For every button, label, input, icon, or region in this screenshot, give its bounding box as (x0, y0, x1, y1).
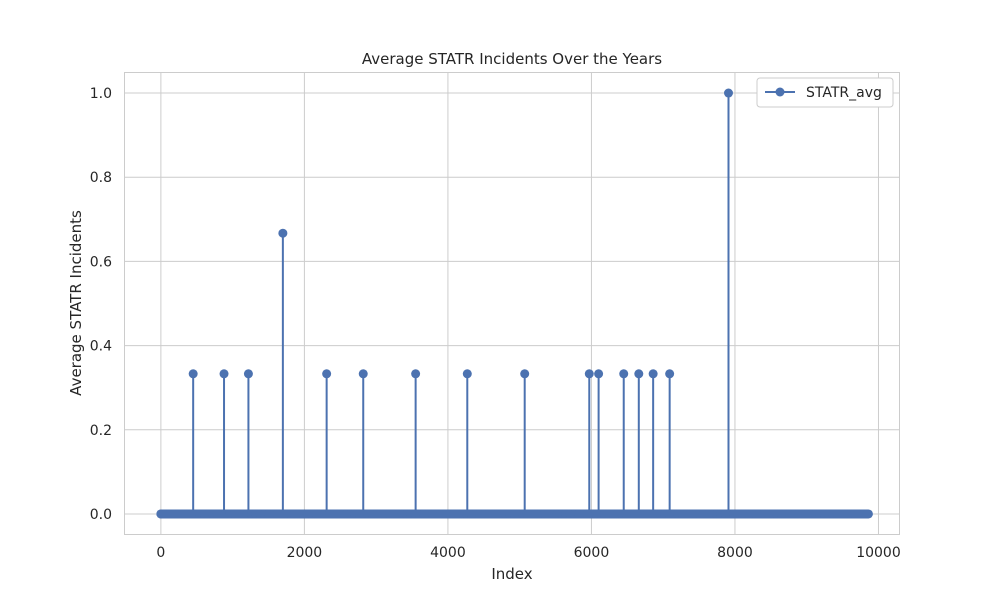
x-tick-label: 8000 (717, 545, 753, 561)
data-point (462, 369, 472, 379)
x-tick-labels: 0 2000 4000 6000 8000 10000 (156, 545, 900, 561)
data-point (243, 369, 253, 379)
legend-marker-swatch (775, 87, 785, 97)
series-lines (192, 93, 730, 514)
chart-title: Average STATR Incidents Over the Years (362, 50, 662, 68)
data-point (723, 88, 733, 98)
data-point (322, 369, 332, 379)
y-tick-label: 1.0 (90, 86, 112, 102)
data-point (358, 369, 368, 379)
data-point (594, 369, 604, 379)
x-axis-title: Index (491, 565, 532, 583)
legend-box (756, 77, 894, 108)
data-point (648, 369, 658, 379)
x-tick-label: 2000 (287, 545, 323, 561)
x-tick-label: 0 (156, 545, 165, 561)
data-point (619, 369, 629, 379)
y-tick-label: 0.6 (90, 254, 112, 270)
y-tick-label: 0.0 (90, 507, 112, 523)
data-point (634, 369, 644, 379)
grid-lines (125, 72, 900, 535)
y-tick-label: 0.2 (90, 423, 112, 439)
legend-label: STATR_avg (806, 85, 882, 101)
baseline-marker (862, 509, 872, 519)
plot-frame (124, 72, 900, 535)
data-point (278, 228, 288, 238)
y-tick-labels: 0.0 0.2 0.4 0.6 0.8 1.0 (90, 86, 112, 523)
data-point (584, 369, 594, 379)
data-points (188, 88, 733, 379)
legend: STATR_avg (756, 77, 894, 108)
data-point (219, 369, 229, 379)
x-tick-label: 10000 (856, 545, 901, 561)
data-point (520, 369, 530, 379)
x-tick-label: 6000 (574, 545, 610, 561)
data-point (411, 369, 421, 379)
x-tick-label: 4000 (430, 545, 466, 561)
baseline-markers (156, 509, 873, 519)
y-tick-label: 0.4 (90, 339, 112, 355)
y-tick-label: 0.8 (90, 170, 112, 186)
y-axis-title: Average STATR Incidents (67, 210, 85, 396)
data-point (188, 369, 198, 379)
data-point (665, 369, 675, 379)
